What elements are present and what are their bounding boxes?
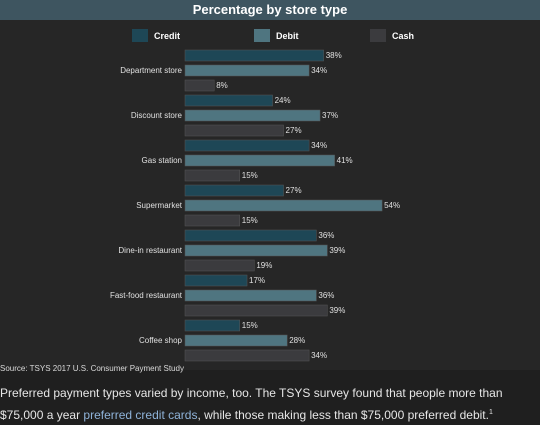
caption-text-before: Preferred payment types varied by income… (0, 386, 503, 422)
data-label-dine-in-restaurant-cash: 19% (256, 261, 272, 270)
legend-label-debit: Debit (276, 31, 299, 41)
category-label-dine-in-restaurant: Dine-in restaurant (118, 246, 182, 255)
data-label-gas-station-credit: 34% (311, 141, 327, 150)
category-label-coffee-shop: Coffee shop (139, 336, 183, 345)
data-label-fast-food-restaurant-debit: 36% (318, 291, 334, 300)
bar-discount-store-debit (184, 109, 321, 122)
data-label-supermarket-debit: 54% (384, 201, 400, 210)
bar-gas-station-cash (184, 169, 240, 182)
data-label-department-store-cash: 8% (216, 81, 228, 90)
bar-department-store-credit (184, 49, 324, 62)
data-label-department-store-debit: 34% (311, 66, 327, 75)
bar-dine-in-restaurant-credit (184, 229, 317, 242)
chart-title: Percentage by store type (192, 2, 348, 17)
data-label-gas-station-debit: 41% (337, 156, 353, 165)
bar-supermarket-credit (184, 184, 284, 197)
data-label-discount-store-debit: 37% (322, 111, 338, 120)
data-label-fast-food-restaurant-credit: 17% (249, 276, 265, 285)
bar-gas-station-credit (184, 139, 310, 152)
data-label-dine-in-restaurant-credit: 36% (318, 231, 334, 240)
bar-department-store-cash (184, 79, 215, 92)
bar-discount-store-cash (184, 124, 284, 137)
legend-label-cash: Cash (392, 31, 414, 41)
legend-swatch-debit (254, 29, 270, 42)
source-note: Source: TSYS 2017 U.S. Consumer Payment … (0, 364, 184, 373)
data-label-supermarket-cash: 15% (242, 216, 258, 225)
legend-item-debit: Debit (254, 29, 299, 42)
chart-panel: Credit Debit Cash Department store 38% 34% 8% D… (0, 20, 540, 370)
legend-item-credit: Credit (132, 29, 180, 42)
footnote-marker[interactable]: 1 (488, 409, 493, 416)
caption-text-after: , while those making less than $75,000 p… (197, 408, 489, 422)
chart-title-bar: Percentage by store type (0, 0, 540, 20)
bar-dine-in-restaurant-debit (184, 244, 328, 257)
preferred-credit-cards-link[interactable]: preferred credit cards (83, 408, 198, 422)
data-label-gas-station-cash: 15% (242, 171, 258, 180)
data-label-supermarket-credit: 27% (286, 186, 302, 195)
legend-item-cash: Cash (370, 29, 414, 42)
category-label-gas-station: Gas station (142, 156, 182, 165)
data-label-coffee-shop-cash: 34% (311, 351, 327, 360)
bar-fast-food-restaurant-debit (184, 289, 317, 302)
category-label-discount-store: Discount store (131, 111, 183, 120)
data-label-fast-food-restaurant-cash: 39% (329, 306, 345, 315)
bar-dine-in-restaurant-cash (184, 259, 255, 272)
data-label-discount-store-cash: 27% (286, 126, 302, 135)
bar-gas-station-debit (184, 154, 335, 167)
data-label-coffee-shop-credit: 15% (242, 321, 258, 330)
legend-swatch-credit (132, 29, 148, 42)
bar-coffee-shop-cash (184, 349, 310, 362)
bar-fast-food-restaurant-credit (184, 274, 248, 287)
data-label-coffee-shop-debit: 28% (289, 336, 305, 345)
caption-paragraph: Preferred payment types varied by income… (0, 384, 540, 425)
bar-supermarket-cash (184, 214, 240, 227)
data-label-discount-store-credit: 24% (275, 96, 291, 105)
bar-coffee-shop-debit (184, 334, 288, 347)
category-label-supermarket: Supermarket (136, 201, 183, 210)
category-label-fast-food-restaurant: Fast-food restaurant (110, 291, 183, 300)
data-label-department-store-credit: 38% (326, 51, 342, 60)
data-label-dine-in-restaurant-debit: 39% (329, 246, 345, 255)
legend-swatch-cash (370, 29, 386, 42)
category-label-department-store: Department store (120, 66, 182, 75)
bar-coffee-shop-credit (184, 319, 240, 332)
legend-label-credit: Credit (154, 31, 180, 41)
bar-fast-food-restaurant-cash (184, 304, 328, 317)
bar-supermarket-debit (184, 199, 383, 212)
bar-department-store-debit (184, 64, 310, 77)
bar-discount-store-credit (184, 94, 273, 107)
bar-chart: Credit Debit Cash Department store 38% 34% 8% D… (110, 29, 414, 362)
